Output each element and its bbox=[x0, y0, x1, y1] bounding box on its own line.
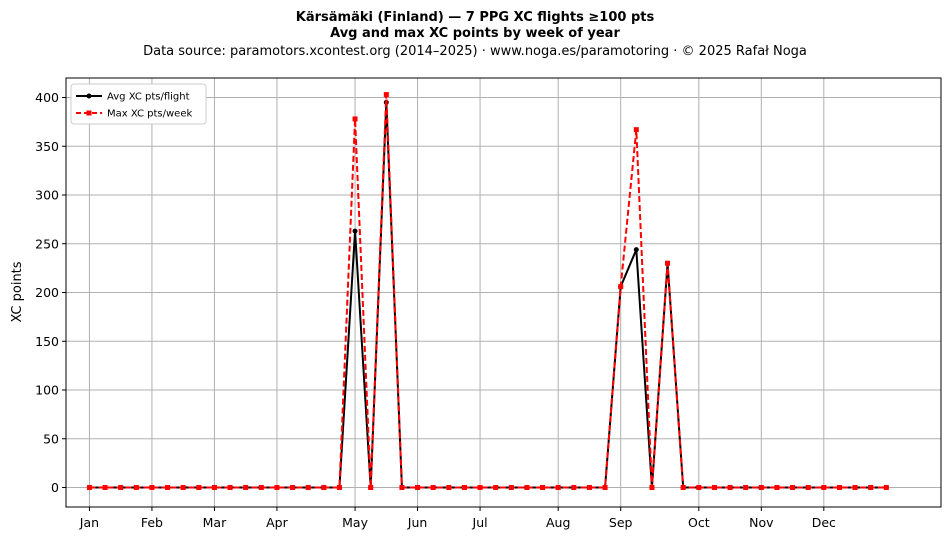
y-axis-label: XC points bbox=[10, 261, 25, 322]
data-point-max bbox=[399, 485, 405, 490]
data-point-max bbox=[258, 485, 264, 490]
data-point-max bbox=[493, 485, 499, 490]
y-tick-label: 150 bbox=[35, 334, 59, 349]
data-point-max bbox=[321, 485, 327, 490]
data-point-max bbox=[852, 485, 858, 490]
data-point-max bbox=[274, 485, 280, 490]
chart-title-line2: Avg and max XC points by week of year bbox=[330, 26, 620, 41]
data-point-max bbox=[805, 485, 811, 490]
legend: Avg XC pts/flight Max XC pts/week bbox=[70, 83, 207, 125]
y-tick-label: 0 bbox=[51, 480, 59, 495]
data-point-max bbox=[118, 485, 124, 490]
x-tick-label: Feb bbox=[141, 515, 163, 530]
data-point-max bbox=[649, 485, 655, 490]
legend-max-label: Max XC pts/week bbox=[107, 109, 192, 120]
data-point-max bbox=[586, 485, 592, 490]
data-point-max bbox=[540, 485, 546, 490]
data-point-max bbox=[790, 485, 796, 490]
data-point-max bbox=[633, 127, 639, 133]
data-point-max bbox=[571, 485, 577, 490]
x-tick-label: Jun bbox=[407, 515, 428, 530]
data-point-max bbox=[758, 485, 764, 490]
data-point-max bbox=[696, 485, 702, 490]
y-tick-label: 250 bbox=[35, 236, 59, 251]
data-point-max bbox=[508, 485, 514, 490]
y-tick-label: 400 bbox=[35, 90, 59, 105]
data-point-max bbox=[430, 485, 436, 490]
data-point-avg bbox=[633, 247, 639, 253]
data-point-max bbox=[727, 485, 733, 490]
data-point-max bbox=[446, 485, 452, 490]
x-tick-label: Aug bbox=[546, 515, 570, 530]
data-point-max bbox=[836, 485, 842, 490]
data-point-max bbox=[383, 92, 389, 98]
data-point-max bbox=[555, 485, 561, 490]
y-tick-label: 350 bbox=[35, 139, 59, 154]
x-tick-label: Mar bbox=[203, 515, 227, 530]
data-point-max bbox=[774, 485, 780, 490]
data-point-max bbox=[305, 485, 311, 490]
data-point-max bbox=[711, 485, 717, 490]
data-point-max bbox=[133, 485, 139, 490]
data-point-max bbox=[821, 485, 827, 490]
series-line-avg bbox=[89, 102, 887, 489]
data-point-max bbox=[290, 485, 296, 490]
legend-max-marker bbox=[86, 110, 92, 116]
y-tick-label: 100 bbox=[35, 383, 59, 398]
legend-avg-marker bbox=[86, 93, 92, 99]
data-point-max bbox=[368, 485, 374, 490]
data-point-max bbox=[680, 485, 686, 490]
data-point-max bbox=[415, 485, 421, 490]
data-point-max bbox=[618, 284, 624, 290]
data-point-max bbox=[102, 485, 108, 490]
data-point-max bbox=[86, 485, 92, 490]
x-tick-label: Sep bbox=[609, 515, 633, 530]
series-layer bbox=[86, 92, 889, 490]
data-point-max bbox=[149, 485, 155, 490]
y-tick-label: 200 bbox=[35, 285, 59, 300]
x-tick-label: Oct bbox=[688, 515, 710, 530]
data-point-max bbox=[868, 485, 874, 490]
grid bbox=[66, 78, 941, 507]
data-point-max bbox=[461, 485, 467, 490]
data-point-max bbox=[743, 485, 749, 490]
x-tick-label: Apr bbox=[266, 515, 288, 530]
legend-box bbox=[70, 83, 207, 125]
data-point-max bbox=[665, 260, 671, 266]
x-tick-label: May bbox=[342, 515, 368, 530]
y-tick-label: 300 bbox=[35, 188, 59, 203]
data-point-max bbox=[477, 485, 483, 490]
data-point-max bbox=[243, 485, 249, 490]
data-point-max bbox=[211, 485, 217, 490]
x-tick-label: Dec bbox=[812, 515, 836, 530]
x-tick-label: Jul bbox=[472, 515, 488, 530]
x-tick-label: Jan bbox=[79, 515, 99, 530]
data-point-max bbox=[227, 485, 233, 490]
chart-subtitle: Data source: paramotors.xcontest.org (20… bbox=[143, 44, 807, 59]
chart-title-line1: Kärsämäki (Finland) — 7 PPG XC flights ≥… bbox=[296, 10, 655, 25]
data-point-max bbox=[602, 485, 608, 490]
data-point-max bbox=[336, 485, 342, 490]
data-point-max bbox=[352, 116, 358, 122]
data-point-max bbox=[524, 485, 530, 490]
data-point-max bbox=[196, 485, 202, 490]
data-point-max bbox=[883, 485, 889, 490]
series-line-max bbox=[89, 94, 887, 489]
data-point-max bbox=[180, 485, 186, 490]
legend-avg-label: Avg XC pts/flight bbox=[107, 92, 190, 103]
axis-ticks: 0 50 100 150 200 250 300 350 400 Jan Feb Mar Apr May J… bbox=[35, 90, 836, 530]
data-point-avg bbox=[352, 228, 358, 234]
y-tick-label: 50 bbox=[43, 431, 59, 446]
x-tick-label: Nov bbox=[749, 515, 774, 530]
data-point-max bbox=[165, 485, 171, 490]
